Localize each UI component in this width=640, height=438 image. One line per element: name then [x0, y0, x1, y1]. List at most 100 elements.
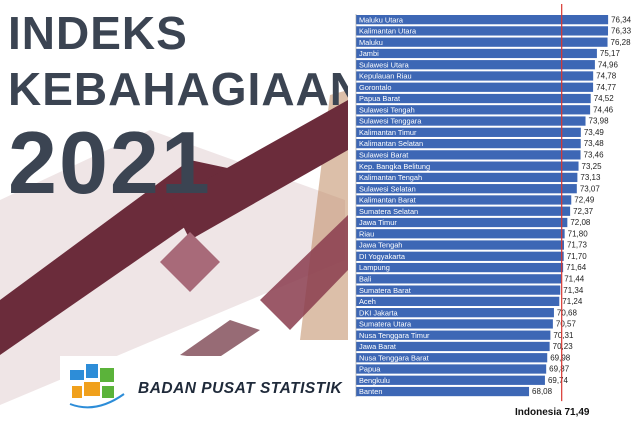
- value-label-23: 71,44: [564, 274, 585, 283]
- bar-22: [356, 262, 564, 273]
- bar-15: [356, 184, 577, 194]
- value-label-32: 69,74: [548, 376, 569, 385]
- value-label-29: 70,23: [553, 342, 574, 351]
- bar-5: [356, 71, 594, 81]
- value-label-22: 71,64: [566, 263, 587, 272]
- category-label-33: Banten: [359, 387, 382, 396]
- bar-19: [356, 229, 565, 239]
- value-label-26: 70,68: [557, 308, 578, 317]
- value-label-3: 75,17: [600, 49, 621, 58]
- bps-logo-icon: [69, 364, 125, 409]
- title-year: 2021: [8, 113, 212, 212]
- value-label-4: 74,96: [598, 60, 619, 69]
- bar-12: [356, 150, 581, 160]
- value-label-7: 74,52: [594, 94, 615, 103]
- value-label-25: 71,24: [562, 297, 583, 306]
- bar-29: [356, 341, 550, 352]
- category-label-13: Kep. Bangka Belitung: [359, 162, 430, 171]
- category-label-18: Jawa Timur: [359, 218, 397, 227]
- bar-26: [356, 308, 554, 318]
- bar-25: [356, 296, 560, 307]
- bar-7: [356, 93, 591, 104]
- diamond-shape-icon: [160, 232, 220, 292]
- value-label-0: 76,34: [611, 15, 632, 24]
- category-label-10: Kalimantan Timur: [359, 128, 417, 137]
- category-label-17: Sumatera Selatan: [359, 207, 418, 216]
- category-label-24: Sumatera Barat: [359, 286, 411, 295]
- national-value: 71,49: [564, 407, 590, 418]
- value-label-18: 72,08: [570, 218, 591, 227]
- category-label-27: Sumatera Utara: [359, 320, 412, 329]
- category-label-21: DI Yogyakarta: [359, 252, 406, 261]
- value-label-33: 68,08: [532, 387, 553, 396]
- category-label-30: Nusa Tenggara Barat: [359, 353, 429, 362]
- value-label-21: 71,70: [567, 252, 588, 261]
- title-line-indeks: INDEKS: [8, 7, 188, 59]
- value-label-28: 70,31: [553, 331, 574, 340]
- value-label-17: 72,37: [573, 207, 594, 216]
- bar-13: [356, 161, 579, 171]
- category-label-4: Sulawesi Utara: [359, 60, 410, 69]
- national-label: Indonesia: [515, 407, 562, 418]
- maroon-stripe-upper-icon: [170, 100, 348, 240]
- category-label-25: Aceh: [359, 297, 376, 306]
- value-label-27: 70,57: [556, 320, 577, 329]
- category-label-1: Kalimantan Utara: [359, 27, 417, 36]
- bar-30: [356, 353, 548, 363]
- value-label-9: 73,98: [589, 117, 610, 126]
- category-label-19: Riau: [359, 229, 374, 238]
- category-label-28: Nusa Tenggara Timur: [359, 331, 430, 340]
- value-label-20: 71,73: [567, 241, 588, 250]
- bar-24: [356, 285, 561, 295]
- maroon-stripe-lower-icon: [260, 215, 348, 330]
- value-label-13: 73,25: [582, 162, 603, 171]
- category-label-32: Bengkulu: [359, 376, 390, 385]
- category-label-5: Kepulauan Riau: [359, 72, 412, 81]
- national-average-label: Indonesia 71,49: [515, 407, 590, 418]
- bar-31: [356, 364, 547, 374]
- category-label-31: Papua: [359, 365, 381, 374]
- bar-32: [356, 375, 545, 385]
- bar-23: [356, 274, 562, 284]
- category-label-6: Gorontalo: [359, 83, 391, 92]
- bar-1: [356, 26, 609, 36]
- bar-14: [356, 172, 578, 183]
- category-label-23: Bali: [359, 274, 372, 283]
- bar-18: [356, 217, 568, 228]
- category-label-20: Jawa Tengah: [359, 241, 402, 250]
- category-label-29: Jawa Barat: [359, 342, 396, 351]
- bar-20: [356, 240, 564, 250]
- category-label-9: Sulawesi Tenggara: [359, 117, 422, 126]
- value-label-19: 71,80: [568, 229, 589, 238]
- bar-27: [356, 319, 553, 329]
- category-label-26: DKI Jakarta: [359, 308, 398, 317]
- value-label-16: 72,49: [574, 196, 595, 205]
- category-label-14: Kalimantan Tengah: [359, 173, 422, 182]
- value-label-10: 73,49: [584, 128, 605, 137]
- category-label-22: Lampung: [359, 263, 390, 272]
- bar-16: [356, 195, 572, 205]
- category-label-8: Sulawesi Tengah: [359, 105, 415, 114]
- value-label-11: 73,48: [584, 139, 605, 148]
- value-label-6: 74,77: [596, 83, 617, 92]
- category-label-11: Kalimantan Selatan: [359, 139, 423, 148]
- value-label-12: 73,46: [584, 151, 605, 160]
- category-label-0: Maluku Utara: [359, 15, 404, 24]
- title-line-kebahagiaan: KEBAHAGIAAN: [8, 63, 364, 115]
- bar-8: [356, 105, 591, 115]
- value-label-15: 73,07: [580, 184, 601, 193]
- bar-11: [356, 138, 581, 149]
- category-label-15: Sulawesi Selatan: [359, 184, 416, 193]
- bar-33: [356, 386, 530, 397]
- value-label-31: 69,87: [549, 365, 570, 374]
- value-label-8: 74,46: [593, 105, 614, 114]
- category-label-2: Maluku: [359, 38, 383, 47]
- value-label-5: 74,78: [596, 72, 617, 81]
- category-label-7: Papua Barat: [359, 94, 400, 103]
- category-label-12: Sulawesi Barat: [359, 151, 408, 160]
- bar-4: [356, 60, 595, 70]
- value-label-2: 76,28: [611, 38, 632, 47]
- bar-6: [356, 82, 594, 92]
- value-label-30: 69,98: [550, 353, 571, 362]
